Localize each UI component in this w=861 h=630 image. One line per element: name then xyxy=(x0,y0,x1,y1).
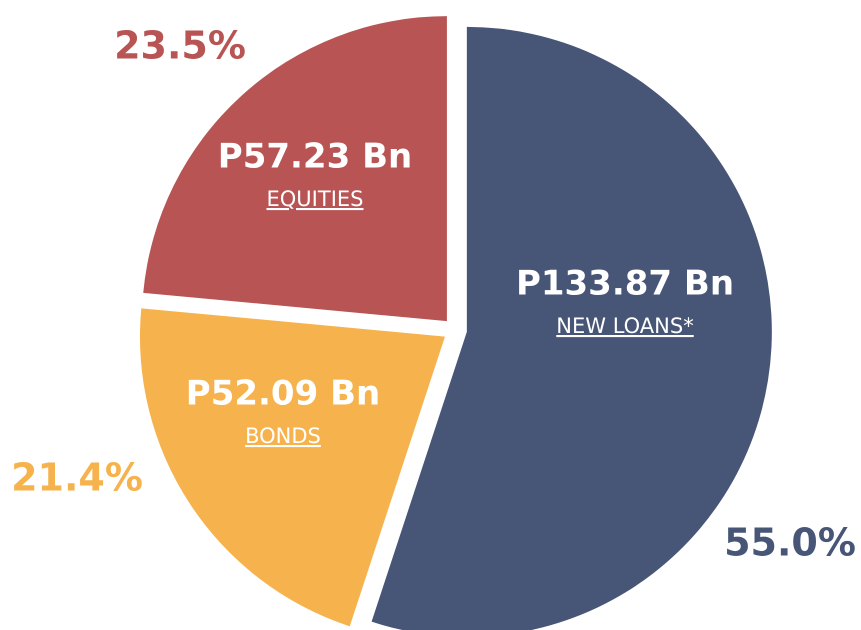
pie-slice xyxy=(139,308,445,627)
slice-category: BONDS xyxy=(245,424,321,448)
pie-slice xyxy=(371,26,772,630)
slice-percent: 21.4% xyxy=(11,456,143,500)
slice-percent: 55.0% xyxy=(724,521,856,565)
slice-amount: P57.23 Bn xyxy=(218,137,412,177)
slice-category: NEW LOANS* xyxy=(556,314,693,338)
slice-amount: P52.09 Bn xyxy=(186,374,380,414)
pie-slice xyxy=(143,16,447,322)
slice-percent: 23.5% xyxy=(114,24,246,68)
slice-amount: P133.87 Bn xyxy=(516,264,734,304)
slice-category: EQUITIES xyxy=(267,187,364,211)
